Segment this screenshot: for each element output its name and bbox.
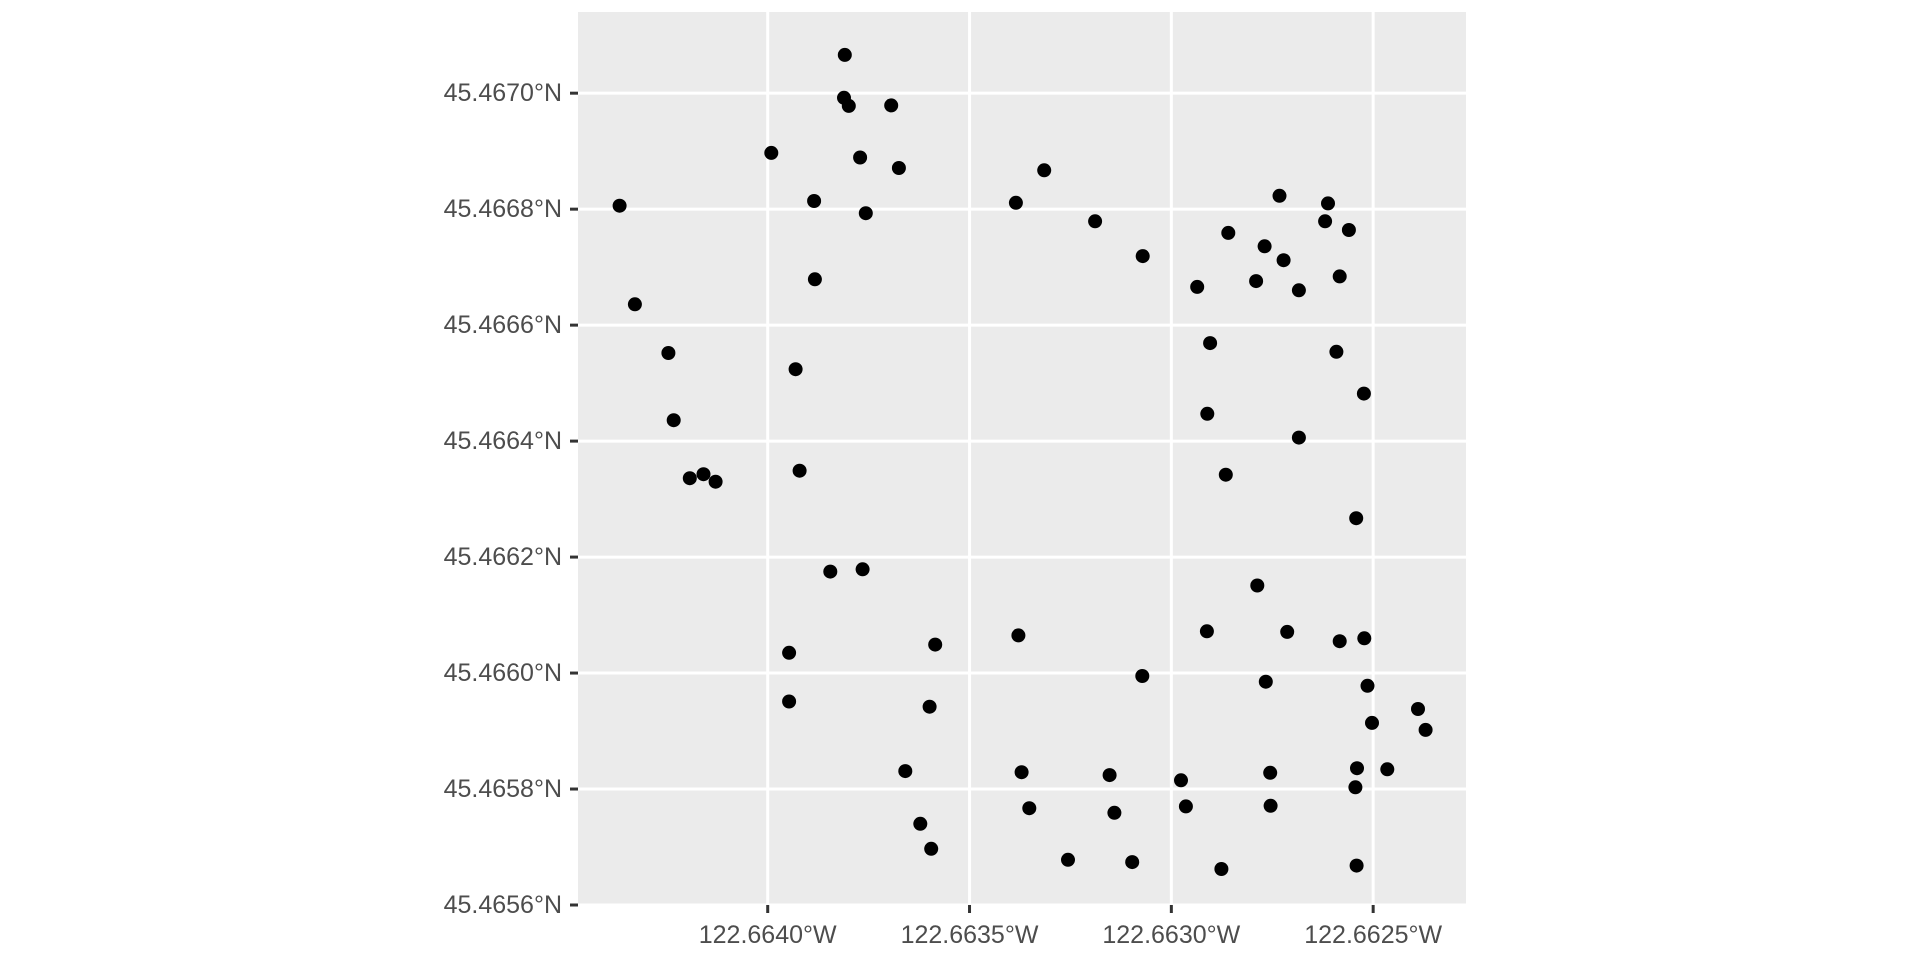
data-point — [853, 150, 868, 165]
data-point — [837, 47, 852, 62]
y-tick-label: 45.4656°N — [444, 891, 562, 919]
y-tick-label: 45.4664°N — [444, 427, 562, 455]
data-point — [1061, 852, 1075, 867]
data-point — [1037, 163, 1052, 178]
data-point — [928, 637, 943, 652]
data-point — [1357, 631, 1372, 646]
data-point — [807, 272, 822, 287]
axis-ticks — [570, 91, 1375, 913]
data-point — [1258, 674, 1273, 689]
x-tick-label: 122.6625°W — [1304, 921, 1442, 949]
data-point — [666, 413, 681, 428]
data-point — [823, 564, 838, 579]
data-point — [898, 764, 913, 779]
data-point — [1221, 225, 1236, 240]
data-point — [891, 161, 906, 175]
data-point — [807, 194, 822, 208]
data-point — [1022, 801, 1037, 816]
x-tick-label: 122.6640°W — [699, 921, 837, 949]
data-point — [1011, 628, 1026, 643]
data-point — [1349, 858, 1364, 873]
data-point — [1135, 249, 1150, 264]
data-point — [782, 694, 797, 709]
data-point — [922, 699, 937, 714]
data-point — [1200, 406, 1215, 421]
data-point — [924, 841, 939, 856]
data-point — [1411, 702, 1425, 716]
data-point — [1291, 283, 1306, 298]
data-point — [1250, 578, 1265, 593]
data-point — [1291, 430, 1306, 445]
data-point — [1178, 799, 1193, 814]
x-tick-label: 122.6635°W — [901, 921, 1039, 949]
data-point — [792, 463, 807, 478]
x-tick-label: 122.6630°W — [1102, 921, 1240, 949]
data-point — [1321, 196, 1335, 211]
data-point — [764, 145, 779, 160]
data-point — [1418, 722, 1433, 737]
y-tick-label: 45.4670°N — [444, 79, 562, 107]
data-point — [1199, 624, 1214, 639]
data-points — [612, 47, 1433, 876]
data-point — [1190, 279, 1205, 294]
data-point — [1102, 768, 1117, 783]
data-point — [884, 98, 899, 113]
data-point — [788, 362, 803, 377]
data-point — [1203, 336, 1218, 351]
data-point — [1135, 669, 1150, 683]
x-axis-labels: 122.6640°W 122.6635°W 122.6630°W 122.6625°W — [699, 921, 1443, 949]
data-point — [1318, 214, 1333, 229]
data-point — [661, 346, 676, 360]
y-tick-label: 45.4668°N — [444, 195, 562, 223]
data-point — [1272, 188, 1287, 203]
y-tick-label: 45.4662°N — [444, 543, 562, 571]
data-point — [1329, 344, 1344, 359]
data-point — [1332, 634, 1347, 649]
y-tick-label: 45.4666°N — [444, 311, 562, 339]
data-point — [1249, 274, 1264, 289]
data-point — [1008, 195, 1023, 210]
gridlines — [578, 12, 1466, 905]
data-point — [1174, 773, 1188, 788]
data-point — [841, 98, 856, 113]
data-point — [612, 198, 627, 213]
data-point — [858, 206, 873, 221]
data-point — [913, 816, 928, 831]
data-point — [855, 562, 870, 577]
data-point — [1356, 386, 1371, 401]
y-tick-label: 45.4658°N — [444, 775, 562, 803]
data-point — [1125, 855, 1140, 870]
data-point — [1263, 798, 1278, 813]
data-point — [1280, 624, 1295, 639]
data-point — [1360, 678, 1375, 693]
data-point — [696, 467, 711, 482]
data-point — [1214, 862, 1229, 876]
data-point — [1088, 214, 1103, 229]
data-point — [682, 471, 697, 486]
data-point — [1350, 761, 1364, 776]
data-point — [1341, 223, 1356, 237]
y-axis-labels: 45.4670°N 45.4668°N 45.4666°N 45.4664°N 45.4… — [444, 79, 562, 919]
data-point — [1107, 805, 1122, 820]
data-point — [1014, 765, 1029, 780]
data-point — [1276, 253, 1291, 268]
data-point — [1263, 765, 1278, 780]
data-point — [782, 645, 797, 660]
data-point — [1365, 715, 1379, 730]
plot-panel — [578, 12, 1466, 905]
data-point — [1380, 762, 1395, 777]
data-point — [708, 474, 723, 489]
data-point — [1218, 467, 1233, 482]
data-point — [1348, 780, 1363, 795]
data-point — [1332, 269, 1347, 284]
data-point — [627, 297, 642, 312]
y-tick-label: 45.4660°N — [444, 659, 562, 687]
data-point — [1349, 511, 1364, 526]
data-point — [1257, 239, 1272, 254]
